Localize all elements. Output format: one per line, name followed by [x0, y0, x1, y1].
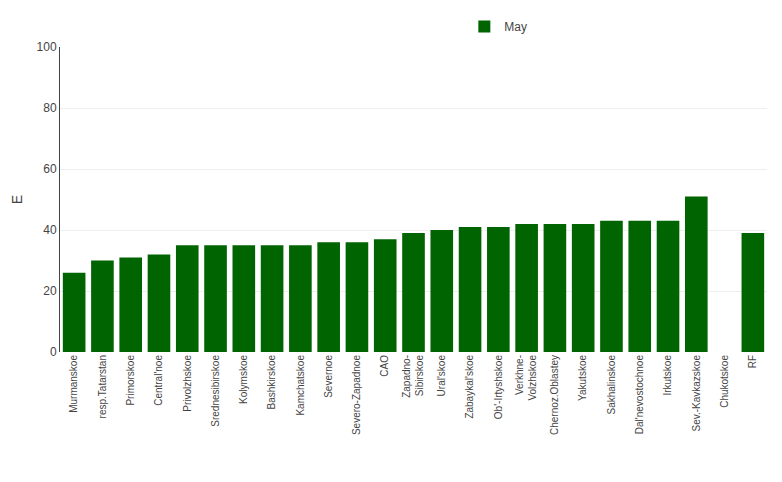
- svg-text:Kolymskoe: Kolymskoe: [238, 355, 249, 404]
- svg-text:Bashkirskoe: Bashkirskoe: [266, 355, 277, 410]
- svg-text:RF: RF: [747, 355, 758, 368]
- svg-text:Ural'skoe: Ural'skoe: [436, 355, 447, 397]
- svg-text:Sev.-Kavkazskoe: Sev.-Kavkazskoe: [691, 355, 702, 432]
- svg-text:Ob'-Irtyshskoe: Ob'-Irtyshskoe: [493, 355, 504, 420]
- svg-text:Severo-Zapadnoe: Severo-Zapadnoe: [351, 355, 362, 435]
- svg-text:Kamchatskoe: Kamchatskoe: [295, 355, 306, 416]
- svg-text:Chukotskoe: Chukotskoe: [719, 355, 730, 408]
- svg-text:Sakhalinskoe: Sakhalinskoe: [606, 355, 617, 415]
- svg-text:Zabaykal'skoe: Zabaykal'skoe: [464, 355, 475, 419]
- svg-text:CAO: CAO: [379, 355, 390, 377]
- svg-text:20: 20: [43, 284, 57, 298]
- svg-text:Privolzhskoe: Privolzhskoe: [182, 355, 193, 412]
- svg-text:Chernoz.Oblastey: Chernoz.Oblastey: [549, 355, 560, 435]
- svg-text:Severnoe: Severnoe: [323, 355, 334, 398]
- svg-text:Zapadno-Sibirskoe: Zapadno-Sibirskoe: [401, 355, 425, 398]
- svg-text:Central'noe: Central'noe: [153, 355, 164, 406]
- svg-text:Dal'nevostochnoe: Dal'nevostochnoe: [634, 355, 645, 435]
- svg-text:E: E: [9, 195, 25, 204]
- svg-text:Murmanskoe: Murmanskoe: [68, 355, 79, 413]
- svg-text:60: 60: [43, 162, 57, 176]
- svg-text:40: 40: [43, 223, 57, 237]
- svg-text:80: 80: [43, 101, 57, 115]
- svg-text:Primorskoe: Primorskoe: [125, 355, 136, 406]
- svg-text:resp.Tatarstan: resp.Tatarstan: [97, 355, 108, 418]
- svg-text:100: 100: [37, 40, 57, 54]
- svg-text:Irkutskoe: Irkutskoe: [662, 355, 673, 396]
- svg-text:Verkhnе-Volzhskoe: Verkhnе-Volzhskoe: [514, 355, 538, 401]
- svg-text:0: 0: [50, 345, 57, 359]
- svg-text:May: May: [504, 20, 527, 34]
- svg-text:Yakutskoe: Yakutskoe: [577, 355, 588, 401]
- svg-text:Srednesibirskoe: Srednesibirskoe: [210, 355, 221, 427]
